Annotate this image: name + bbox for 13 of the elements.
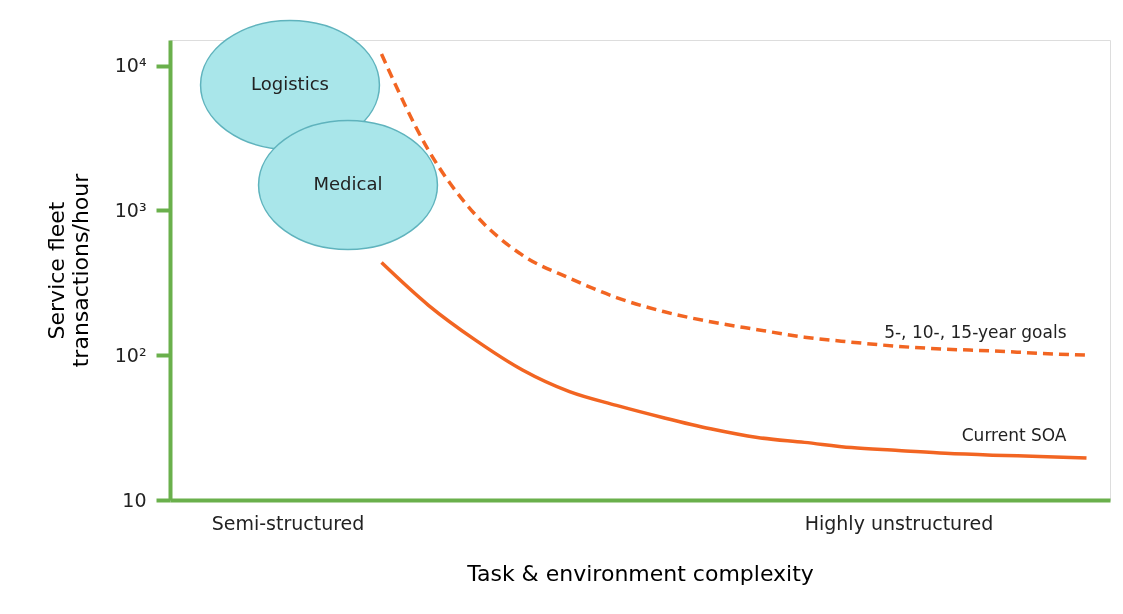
y-tick-label: 10 <box>122 488 147 511</box>
y-tick-label: 10² <box>114 343 147 366</box>
y-tick-label: 10⁴ <box>114 54 147 76</box>
line-series <box>379 260 1089 460</box>
y-axis-title: Service fleet transactions/hour <box>43 172 93 368</box>
y-tick-label: 10³ <box>114 198 147 221</box>
annotation: Medical <box>313 173 383 194</box>
x-tick-label: Highly unstructured <box>804 511 994 534</box>
series-label: 5-, 10-, 15-year goals <box>884 322 1067 343</box>
x-axis-title: Task & environment complexity <box>466 560 814 586</box>
annotation: Logistics <box>251 73 329 94</box>
series-label: Current SOA <box>961 424 1067 445</box>
x-tick-label: Semi-structured <box>211 511 365 534</box>
